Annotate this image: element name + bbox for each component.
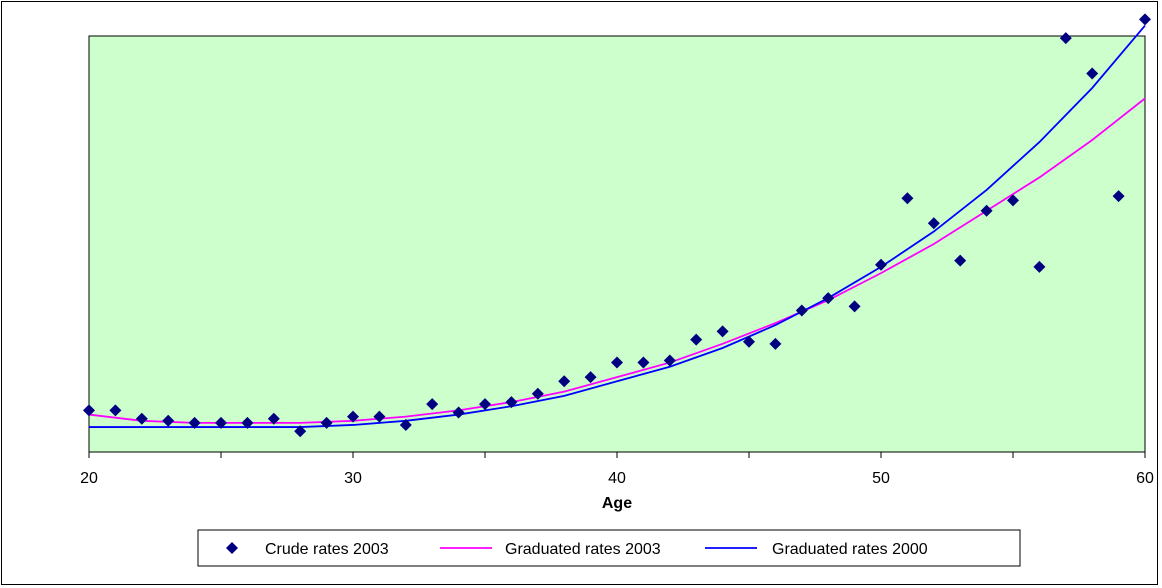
legend-label: Graduated rates 2003	[505, 541, 661, 558]
data-point	[743, 335, 755, 348]
data-point	[188, 416, 201, 429]
data-point	[1086, 67, 1099, 80]
data-point	[505, 396, 518, 409]
data-point	[927, 217, 940, 230]
data-point	[347, 410, 359, 423]
data-point	[716, 325, 729, 338]
legend: Crude rates 2003 Graduated rates 2003 Grad…	[197, 529, 1021, 567]
legend-label: Crude rates 2003	[265, 541, 389, 558]
data-point	[901, 192, 914, 205]
x-tick-label: 50	[872, 470, 890, 487]
data-point	[320, 416, 333, 429]
series-layer	[83, 13, 1151, 438]
data-point	[531, 387, 544, 400]
data-point	[373, 410, 386, 423]
data-point	[267, 412, 280, 425]
data-point	[822, 292, 835, 305]
x-tick-label: 30	[344, 470, 362, 487]
x-tick-label: 40	[608, 470, 626, 487]
data-point	[611, 356, 623, 369]
data-point	[1059, 32, 1072, 45]
data-point	[426, 398, 439, 411]
data-point	[980, 204, 993, 217]
data-point	[109, 404, 122, 417]
x-tick-label: 60	[1136, 470, 1154, 487]
x-axis: 20 30 40 50 60	[80, 452, 1154, 487]
data-point	[637, 356, 650, 369]
legend-symbol	[226, 542, 238, 554]
plot-area	[88, 35, 1146, 453]
data-point	[848, 300, 861, 313]
data-point	[1033, 260, 1046, 273]
data-point	[584, 371, 597, 384]
data-point	[294, 425, 307, 438]
data-point	[954, 254, 967, 267]
data-point	[135, 412, 148, 425]
data-point	[690, 333, 703, 346]
x-tick-label: 20	[80, 470, 98, 487]
legend-label: Graduated rates 2000	[772, 541, 928, 558]
data-point	[241, 416, 254, 429]
data-point	[399, 418, 412, 431]
data-point	[1007, 194, 1019, 207]
data-point	[875, 258, 887, 271]
series-line-graduated-rates-2003	[88, 97, 1146, 424]
series-line-graduated-rates-2000	[89, 25, 1146, 428]
x-axis-title: Age	[602, 495, 632, 512]
data-point	[479, 398, 491, 411]
data-point	[795, 304, 808, 317]
data-point	[162, 414, 175, 427]
data-point	[83, 404, 95, 417]
data-point	[663, 354, 676, 367]
data-point	[215, 416, 227, 429]
data-point	[558, 375, 571, 388]
data-point	[1112, 190, 1125, 203]
legend-box	[197, 529, 1021, 567]
data-point	[769, 337, 782, 350]
data-point	[1139, 13, 1151, 26]
data-point	[452, 406, 465, 419]
